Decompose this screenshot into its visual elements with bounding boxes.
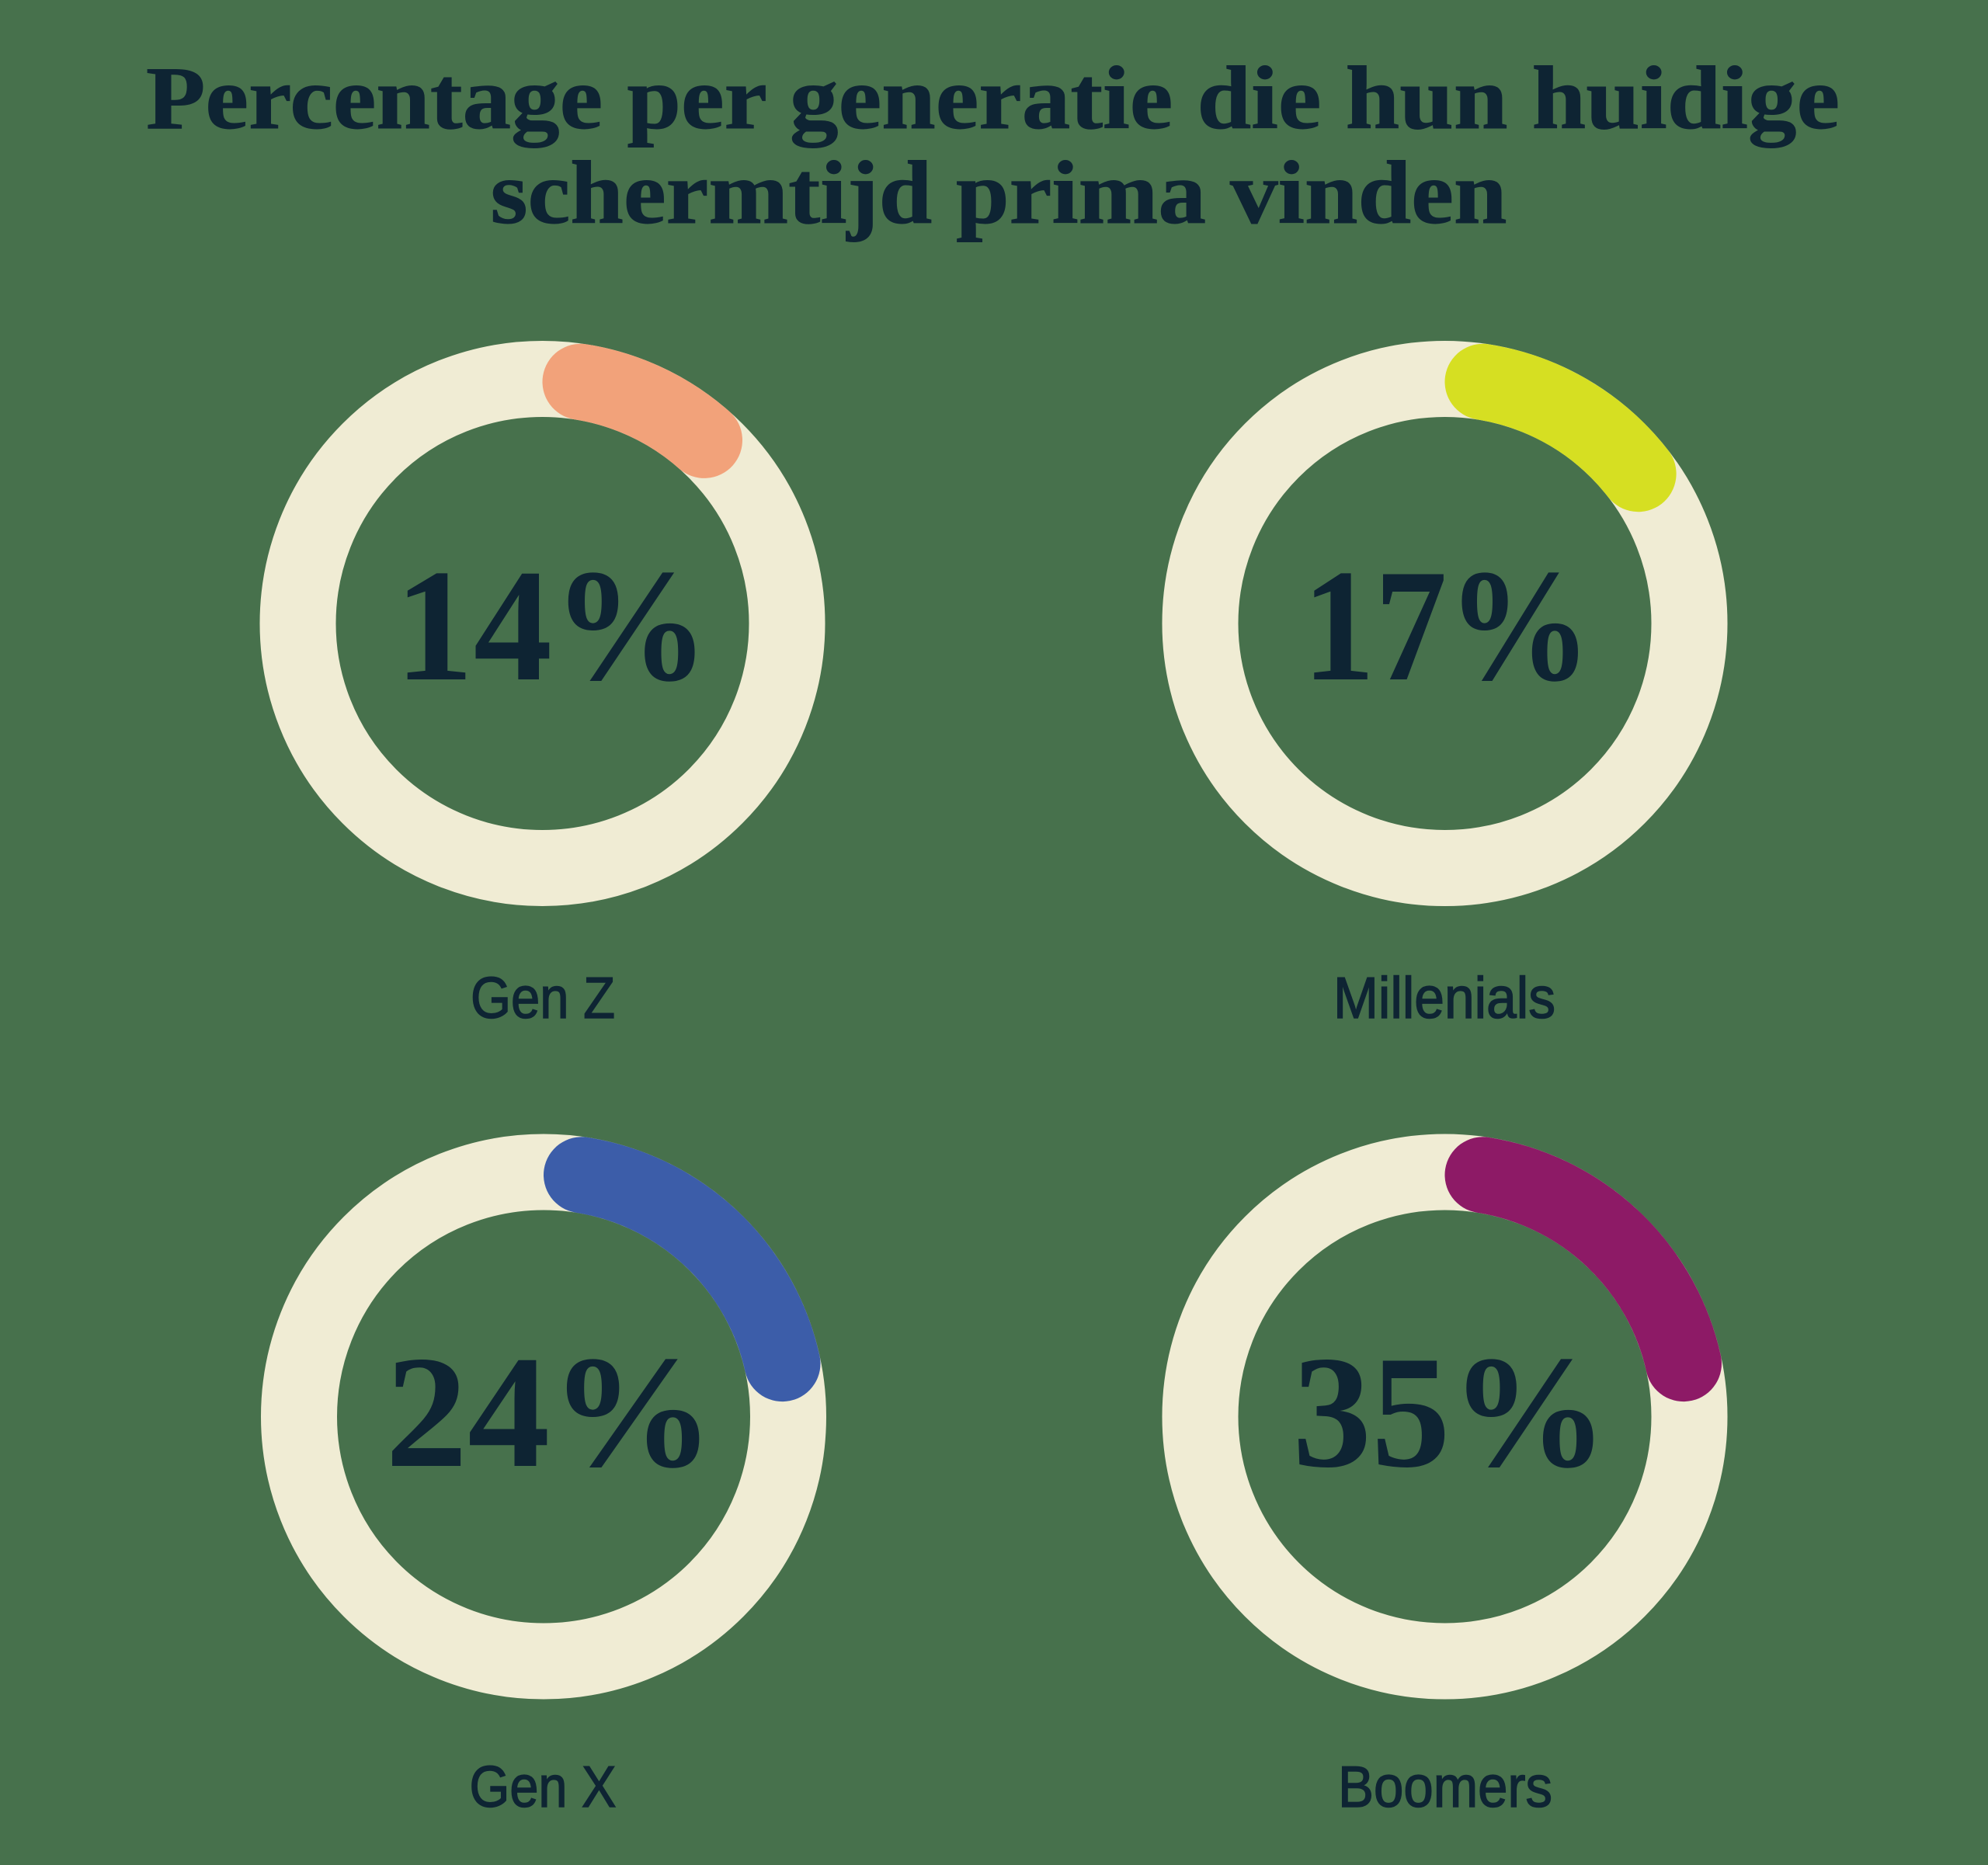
svg-text:Millenials: Millenials — [1333, 965, 1555, 1030]
svg-text:Percentage per generatie die h: Percentage per generatie die hun huidige — [146, 49, 1840, 148]
svg-text:Gen X: Gen X — [470, 1754, 617, 1819]
svg-text:Boomers: Boomers — [1338, 1754, 1552, 1819]
svg-text:Gen Z: Gen Z — [471, 965, 615, 1030]
svg-text:14%: 14% — [395, 537, 710, 714]
svg-text:schermtijd prima vinden: schermtijd prima vinden — [491, 144, 1507, 243]
svg-text:35%: 35% — [1293, 1323, 1608, 1501]
svg-text:24%: 24% — [385, 1323, 714, 1501]
svg-text:17%: 17% — [1302, 537, 1591, 714]
